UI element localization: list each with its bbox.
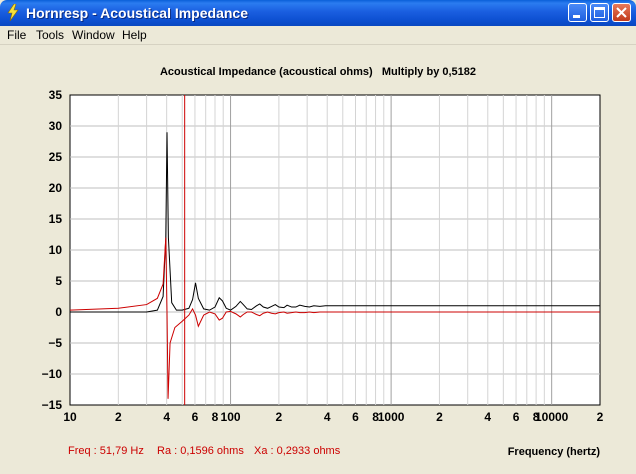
x-tick-label: 100: [221, 410, 241, 424]
close-icon: [616, 7, 627, 18]
maximize-icon: [594, 7, 605, 18]
y-tick-label: −15: [42, 398, 63, 412]
chart-title: Acoustical Impedance (acoustical ohms) M…: [160, 66, 476, 78]
lightning-bolt-icon: [7, 4, 19, 21]
x-tick-label: 10: [63, 410, 77, 424]
x-tick-label: 6: [513, 410, 520, 424]
menu-bar: File Tools Window Help: [0, 26, 636, 45]
grid-lines: [70, 95, 600, 405]
chart-window: Acoustical Impedance (acoustical ohms) M…: [0, 45, 636, 474]
menu-tools[interactable]: Tools: [36, 28, 65, 42]
x-tick-label: 6: [192, 410, 199, 424]
title-bar[interactable]: Hornresp - Acoustical Impedance: [0, 0, 636, 26]
x-tick-label: 4: [484, 410, 491, 424]
x-tick-label: 8: [533, 410, 540, 424]
x-tick-label: 2: [276, 410, 283, 424]
y-tick-label: 15: [49, 212, 63, 226]
x-tick-label: 8: [212, 410, 219, 424]
series-reactance-line: [69, 237, 600, 399]
y-tick-label: −5: [48, 336, 62, 350]
status-freq: Freq : 51,79 Hz: [68, 445, 144, 457]
y-tick-label: 30: [49, 119, 63, 133]
menu-help[interactable]: Help: [122, 28, 147, 42]
x-tick-label: 10000: [535, 410, 569, 424]
status-ra: Ra : 0,1596 ohms: [157, 445, 244, 457]
maximize-button[interactable]: [590, 3, 609, 22]
y-tick-label: 25: [49, 150, 63, 164]
minimize-icon: [573, 15, 580, 18]
y-tick-label: 10: [49, 243, 63, 257]
series-lines: [69, 132, 600, 399]
x-tick-label: 4: [324, 410, 331, 424]
y-tick-label: 5: [55, 274, 62, 288]
x-tick-label: 4: [163, 410, 170, 424]
y-tick-label: −10: [42, 367, 63, 381]
x-tick-label: 2: [115, 410, 122, 424]
x-tick-label: 2: [436, 410, 443, 424]
impedance-chart[interactable]: Acoustical Impedance (acoustical ohms) M…: [0, 45, 636, 474]
menu-window[interactable]: Window: [72, 28, 115, 42]
close-button[interactable]: [612, 3, 631, 22]
y-tick-label: 0: [55, 305, 62, 319]
status-xa: Xa : 0,2933 ohms: [254, 445, 341, 457]
window-title: Hornresp - Acoustical Impedance: [26, 5, 248, 21]
y-tick-label: 35: [49, 88, 63, 102]
series-resistance-line: [70, 132, 600, 313]
x-axis-label: Frequency (hertz): [508, 446, 601, 458]
x-tick-label: 8: [372, 410, 379, 424]
y-tick-label: 20: [49, 181, 63, 195]
x-tick-label: 6: [352, 410, 359, 424]
menu-file[interactable]: File: [7, 28, 27, 42]
y-axis-ticks: 35 30 25 20 15 10 5 0 −5 −10 −15: [42, 88, 63, 412]
x-tick-label: 2: [597, 410, 604, 424]
minimize-button[interactable]: [568, 3, 587, 22]
x-tick-label: 1000: [378, 410, 405, 424]
